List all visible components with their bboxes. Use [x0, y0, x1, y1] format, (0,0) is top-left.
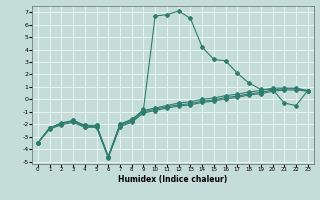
X-axis label: Humidex (Indice chaleur): Humidex (Indice chaleur) [118, 175, 228, 184]
